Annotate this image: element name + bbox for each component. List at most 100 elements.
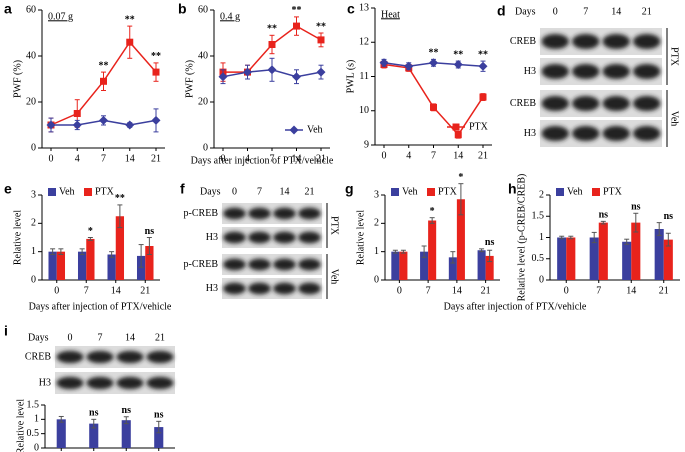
error-bar <box>79 248 85 255</box>
annotation: ** <box>151 51 161 62</box>
panel-letter: g <box>345 181 354 197</box>
y-tick-label: 2 <box>539 189 544 200</box>
point <box>478 61 488 71</box>
bar <box>56 419 66 448</box>
error-bar <box>656 222 662 236</box>
point <box>151 115 161 125</box>
y-tick-label: 12 <box>359 37 369 48</box>
error-bar <box>138 244 144 268</box>
x-tick-label: 7 <box>101 153 106 164</box>
blot-band <box>146 376 174 390</box>
legend-label: Veh <box>59 186 75 197</box>
panel-letter: f <box>180 181 185 197</box>
y-tick-label: 0 <box>539 274 544 285</box>
point <box>429 58 438 68</box>
point <box>243 67 252 77</box>
bar <box>631 222 641 280</box>
point <box>316 67 326 77</box>
blot-band <box>223 282 246 295</box>
legend-swatch <box>84 188 92 196</box>
x-axis-label: Days after injection of PTX/vehicle <box>29 301 172 312</box>
x-tick-label: 21 <box>481 285 491 296</box>
bar <box>557 237 567 280</box>
blot-band <box>86 376 114 390</box>
legend-swatch <box>556 188 564 196</box>
point <box>430 103 437 111</box>
blot-band <box>223 258 246 271</box>
error-bar <box>568 235 574 240</box>
y-tick-label: 0 <box>31 142 36 153</box>
error-bar <box>479 248 485 253</box>
legend-label: Veh <box>307 124 323 135</box>
point <box>479 93 487 101</box>
blot-band <box>602 63 630 80</box>
error-bar <box>624 238 630 245</box>
x-tick-label: 21 <box>140 285 150 296</box>
blot-strip <box>222 203 322 224</box>
blot-band <box>273 258 296 271</box>
error-bar <box>600 220 606 225</box>
annotation: ns <box>89 408 99 419</box>
annotation: ** <box>453 49 463 60</box>
error-bar <box>400 249 406 254</box>
blot-band <box>298 231 321 244</box>
bar <box>136 255 146 280</box>
y-tick-label: 0 <box>374 274 379 285</box>
group-label: Veh <box>329 269 340 285</box>
x-tick-label: 7 <box>431 150 436 161</box>
annotation: ** <box>429 48 439 59</box>
legend-swatch <box>592 188 600 196</box>
x-tick-label: 4 <box>245 153 250 164</box>
blot-strip <box>55 372 175 394</box>
y-tick-label: 20 <box>26 96 36 107</box>
panel-title: 0.07 g <box>48 11 73 22</box>
annotation: ** <box>478 49 488 60</box>
error-bar <box>109 251 115 258</box>
annotation: ns <box>664 211 674 222</box>
blot-band <box>633 125 661 142</box>
error-bar <box>487 249 493 263</box>
point <box>453 60 463 70</box>
annotation: * <box>430 206 435 217</box>
y-tick-label: 0 <box>31 274 36 285</box>
error-bar <box>156 420 162 434</box>
bar <box>663 239 673 280</box>
y-tick-label: 2 <box>374 218 379 229</box>
day-label: 7 <box>583 6 588 17</box>
error-bar <box>665 232 671 247</box>
bar <box>589 237 599 280</box>
blot-band <box>248 231 271 244</box>
point <box>267 65 277 75</box>
x-tick-label: 14 <box>111 285 121 296</box>
blot-band <box>541 125 569 142</box>
x-tick-label: 0 <box>221 153 226 164</box>
x-tick-label: 14 <box>125 153 135 164</box>
legend-label: PTX <box>438 186 458 197</box>
legend-swatch <box>427 188 435 196</box>
blot-band <box>298 207 321 220</box>
point <box>289 125 299 135</box>
y-tick-label: 3 <box>31 189 36 200</box>
blot-band <box>572 95 600 112</box>
point <box>293 22 300 30</box>
x-tick-label: 14 <box>292 153 302 164</box>
blot-band <box>86 350 114 364</box>
error-bar <box>421 245 427 258</box>
y-tick-label: 0 <box>203 142 208 153</box>
point <box>454 131 462 139</box>
row-label: H3 <box>206 283 218 294</box>
annotation: ns <box>145 226 155 237</box>
annotation: ** <box>125 14 135 25</box>
y-tick-label: 60 <box>198 4 208 15</box>
annotation: ns <box>599 210 609 221</box>
legend-label: Veh <box>402 186 418 197</box>
panel-letter: d <box>497 3 506 19</box>
row-label: H3 <box>206 232 218 243</box>
panel-letter: c <box>347 1 355 17</box>
y-axis-label: PWF (%) <box>12 60 23 98</box>
blot-band <box>248 207 271 220</box>
error-bar <box>392 249 398 254</box>
error-bar <box>429 217 435 224</box>
day-label: 21 <box>642 6 652 17</box>
